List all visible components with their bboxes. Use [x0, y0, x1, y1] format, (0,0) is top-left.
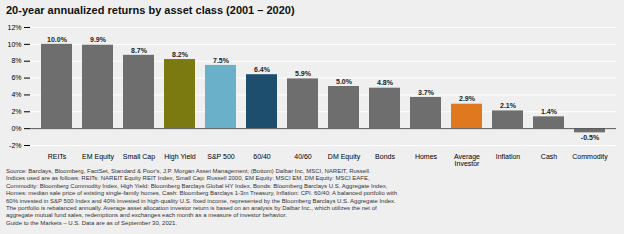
svg-text:5.0%: 5.0%: [336, 78, 353, 85]
svg-text:Inflation: Inflation: [496, 153, 521, 160]
svg-text:40/60: 40/60: [294, 153, 312, 160]
svg-text:-0.5%: -0.5%: [581, 134, 600, 141]
svg-text:0%: 0%: [11, 125, 21, 132]
html-text:Indices used are as follows: R: Indices used are as follows: REITs: NARE…: [6, 175, 370, 182]
svg-text:4.8%: 4.8%: [377, 79, 394, 86]
svg-text:60/40: 60/40: [253, 153, 271, 160]
html-text:60% invested in S&P 500 Index: 60% invested in S&P 500 Index and 40% in…: [6, 197, 396, 204]
html-text:Commodity: Bloomberg Commodity: Commodity: Bloomberg Commodity Index, Hi…: [6, 182, 388, 189]
svg-text:8.2%: 8.2%: [172, 51, 189, 58]
svg-text:7.5%: 7.5%: [213, 57, 230, 64]
svg-text:1.4%: 1.4%: [541, 108, 558, 115]
svg-text:-2%: -2%: [9, 142, 21, 149]
svg-text:12%: 12%: [7, 24, 21, 31]
svg-text:8.7%: 8.7%: [131, 47, 148, 54]
svg-text:8%: 8%: [11, 57, 21, 64]
html-text:The portfolio is rebalanced an: The portfolio is rebalanced annually. Av…: [6, 205, 377, 211]
svg-text:Homes: Homes: [415, 153, 438, 160]
svg-text:5.9%: 5.9%: [295, 70, 312, 77]
html-text:Guide to the Markets – U.S. Da: Guide to the Markets – U.S. Data are as …: [6, 219, 178, 226]
svg-text:10%: 10%: [7, 41, 21, 48]
svg-text:2%: 2%: [11, 108, 21, 115]
html-text:Homes: median sale price of ex: Homes: median sale price of existing sin…: [6, 190, 398, 197]
svg-text:DM Equity: DM Equity: [328, 153, 361, 161]
svg-text:Commodity: Commodity: [572, 153, 608, 161]
svg-text:6.4%: 6.4%: [254, 66, 271, 73]
html-text:Source: Barclays, Bloomberg, F: Source: Barclays, Bloomberg, FactSet, St…: [6, 168, 371, 174]
svg-text:3.7%: 3.7%: [418, 89, 435, 96]
svg-text:10.0%: 10.0%: [47, 36, 68, 43]
svg-text:2.1%: 2.1%: [500, 102, 517, 109]
svg-text:Small Cap: Small Cap: [123, 153, 155, 161]
html-text:20-year annualized returns by: 20-year annualized returns by asset clas…: [6, 4, 295, 16]
html-text:aggregate mutual fund sales, r: aggregate mutual fund sales, redemptions…: [6, 212, 287, 219]
svg-text:REITs: REITs: [48, 153, 67, 160]
svg-text:EM Equity: EM Equity: [82, 153, 114, 161]
svg-text:Cash: Cash: [541, 153, 557, 160]
svg-text:High Yield: High Yield: [164, 153, 196, 161]
svg-text:AverageInvestor: AverageInvestor: [454, 153, 480, 167]
svg-text:S&P 500: S&P 500: [207, 153, 235, 160]
svg-text:9.9%: 9.9%: [90, 36, 107, 43]
svg-text:4%: 4%: [11, 91, 21, 98]
svg-text:6%: 6%: [11, 74, 21, 81]
svg-text:2.9%: 2.9%: [459, 95, 476, 102]
svg-text:Bonds: Bonds: [375, 153, 395, 160]
